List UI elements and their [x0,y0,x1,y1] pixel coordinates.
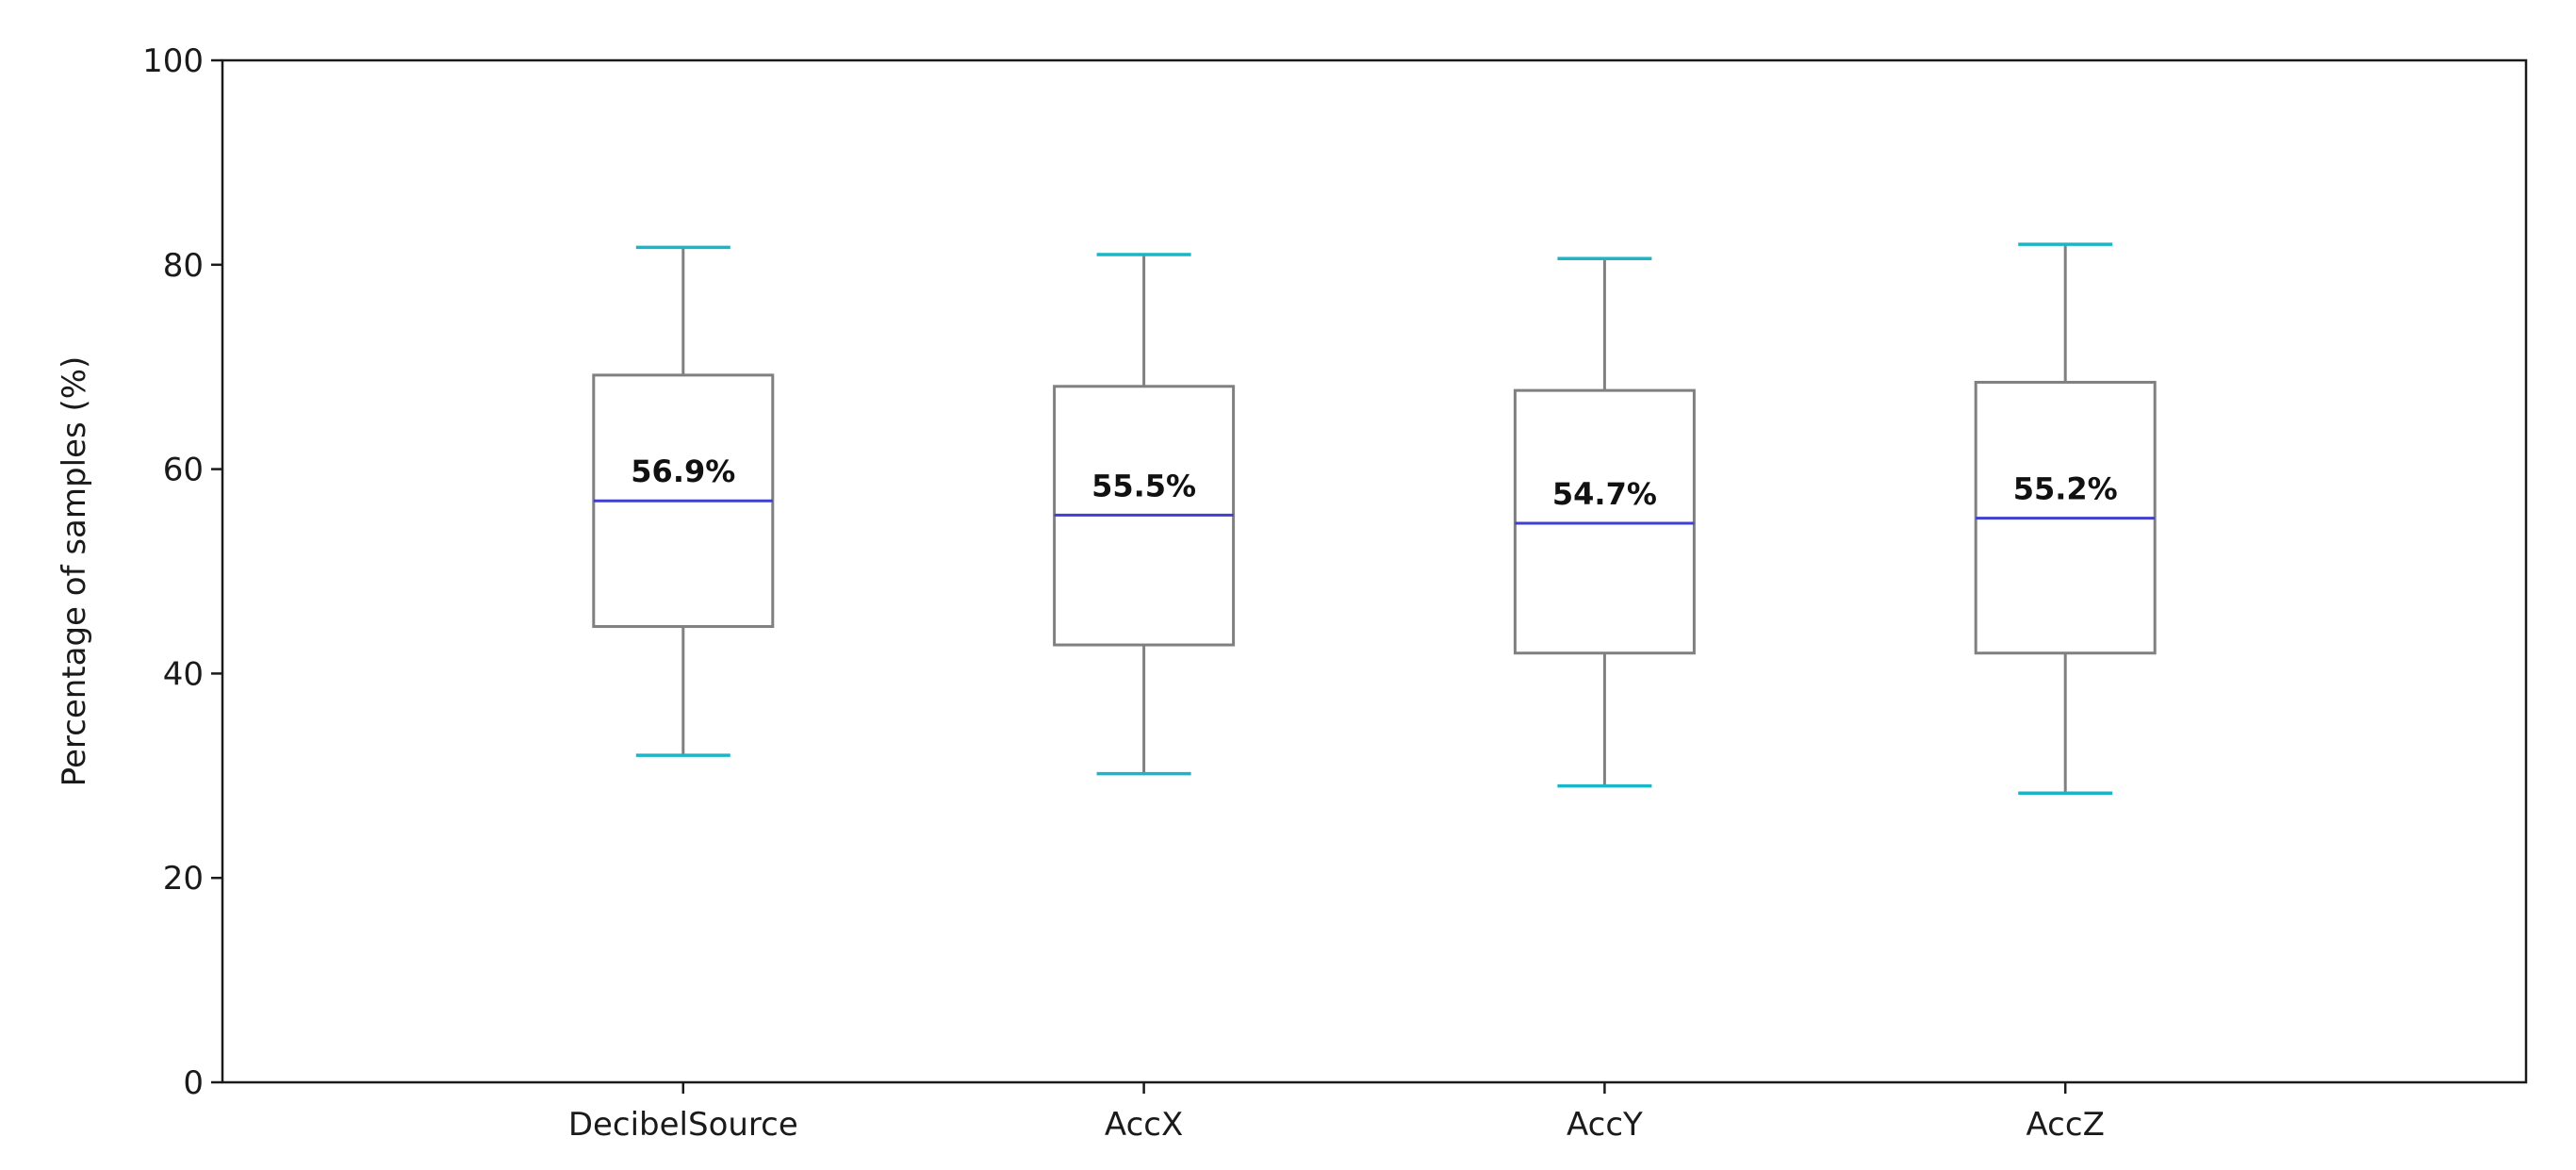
median-label: 56.9% [631,453,735,489]
y-tick-label: 0 [183,1064,204,1102]
x-tick-label: AccX [1105,1106,1183,1144]
y-tick-label: 60 [163,452,204,489]
y-tick-label: 80 [163,247,204,285]
box-iqr [1513,388,1696,655]
median-label: 55.5% [1091,468,1196,503]
box-group: 55.2% [1974,242,2157,795]
y-axis-title: Percentage of samples (%) [56,356,93,787]
y-tick-label: 20 [163,860,204,898]
x-tick-label: DecibelSource [568,1106,798,1144]
median-label: 55.2% [2013,471,2118,507]
y-tick-label: 40 [163,655,204,693]
y-tick-label: 100 [142,42,204,80]
box-group: 55.5% [1053,253,1236,776]
median-label: 54.7% [1552,476,1657,512]
x-tick-label: AccZ [2026,1106,2105,1144]
plot-frame [221,58,2528,1084]
box-group: 54.7% [1513,256,1696,788]
box-group: 56.9% [592,245,775,757]
x-tick-label: AccY [1567,1106,1643,1144]
